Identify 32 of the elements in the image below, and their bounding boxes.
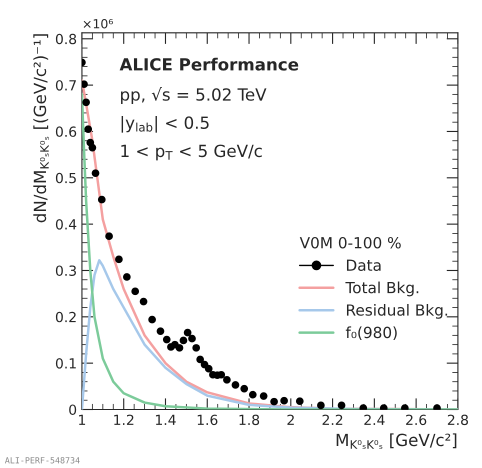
text: ALI-PERF-548734 <box>4 457 80 464</box>
y-tick-label: 0.2 <box>56 312 76 322</box>
x-tick-label: 2.4 <box>364 414 385 425</box>
y-tick-label: 0.8 <box>56 34 76 44</box>
x-tick-label: 2.8 <box>448 414 468 426</box>
x-tick-label: 1 <box>79 414 86 425</box>
x-axis-title: M$_{K⁰ₛK⁰ₛ}$ [GeV/c²] <box>336 433 456 449</box>
annotation: ALICE Performance <box>120 58 298 71</box>
annotation: |y$_{lab}$| < 0.5 <box>122 116 209 133</box>
x-tick-label: 2.6 <box>406 414 426 426</box>
x-tick-label: 1.6 <box>198 414 218 426</box>
y-axis-title: dN/dM$_{K⁰ₛK⁰ₛ}$ [(GeV/c²)⁻¹] <box>33 34 49 222</box>
x-tick-label: 1.2 <box>114 414 134 425</box>
annotation: 1 < p$_{T}$ < 5 GeV/c <box>121 144 262 160</box>
x-tick-label: 2.2 <box>322 414 342 425</box>
y-tick-label: 0.6 <box>56 126 76 137</box>
y-tick-label: 0.5 <box>56 172 76 184</box>
annotation: pp, √s = 5.02 TeV <box>121 87 266 104</box>
text: ×10⁶ <box>84 19 113 28</box>
y-tick-label: 0.7 <box>56 80 76 91</box>
x-tick-label: 2 <box>287 414 294 425</box>
y-tick-label: 0.4 <box>56 219 76 230</box>
legend-label: f₀(980) <box>346 326 397 340</box>
legend-label: Data <box>346 260 381 271</box>
y-tick-label: 0.3 <box>56 265 76 276</box>
legend-label: Residual Bkg. <box>346 304 448 319</box>
x-tick-label: 1.8 <box>240 414 260 426</box>
x-tick-label: 1.4 <box>156 414 176 425</box>
legend-label: Total Bkg. <box>345 282 418 296</box>
y-tick-label: 0 <box>69 404 76 415</box>
legend-title: V0M 0-100 % <box>300 236 401 249</box>
y-tick-label: 0.1 <box>56 358 76 369</box>
